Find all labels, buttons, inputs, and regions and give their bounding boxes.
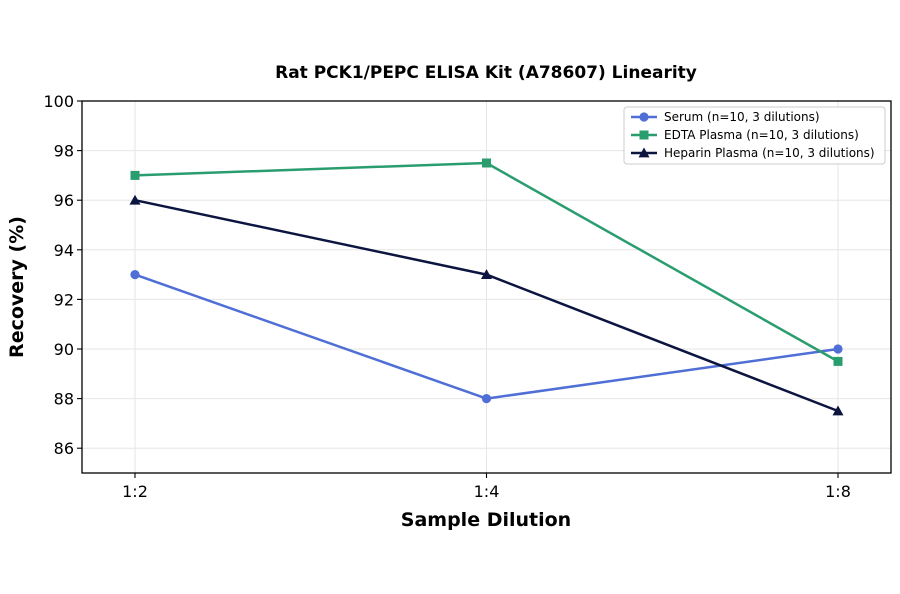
y-tick-label: 90: [54, 340, 74, 359]
y-tick-label: 92: [54, 290, 74, 309]
axis-ticks: 86 88 90 92 94 96 98 100 1:2 1:4 1:8: [43, 92, 850, 501]
legend-label: Serum (n=10, 3 dilutions): [664, 110, 820, 124]
legend-label: EDTA Plasma (n=10, 3 dilutions): [664, 128, 859, 142]
y-tick-label: 96: [54, 191, 74, 210]
data-point: [481, 269, 492, 279]
legend-entry: Serum (n=10, 3 dilutions): [631, 110, 820, 124]
data-point: [832, 405, 844, 416]
legend-label: Heparin Plasma (n=10, 3 dilutions): [664, 146, 875, 160]
y-tick-label: 86: [54, 439, 74, 458]
y-tick-label: 94: [54, 241, 74, 260]
data-point: [130, 270, 140, 280]
data-point: [833, 344, 843, 354]
data-point: [129, 194, 141, 205]
y-tick-label: 100: [43, 92, 74, 111]
legend-marker: [638, 147, 650, 158]
data-point: [481, 394, 492, 404]
x-tick-label: 1:2: [122, 482, 148, 501]
data-point: [833, 356, 843, 366]
x-tick-label: 1:8: [825, 482, 851, 501]
y-tick-label: 88: [54, 390, 74, 409]
legend-marker: [639, 130, 649, 140]
chart-title: Rat PCK1/PEPC ELISA Kit (A78607) Lineari…: [275, 63, 697, 83]
x-axis-label: Sample Dilution: [401, 509, 571, 531]
y-tick-label: 98: [54, 142, 74, 161]
x-tick-label: 1:4: [474, 482, 500, 501]
legend-box: [623, 106, 886, 165]
legend-entry: EDTA Plasma (n=10, 3 dilutions): [631, 128, 859, 142]
y-axis-label: Recovery (%): [6, 216, 28, 358]
data-point: [130, 170, 140, 180]
data-point: [482, 158, 491, 168]
legend: Serum (n=10, 3 dilutions) EDTA Plasma (n=…: [623, 106, 886, 165]
series-1: [130, 158, 843, 366]
legend-marker: [639, 112, 649, 122]
series-layer: [129, 158, 844, 416]
legend-entry: Heparin Plasma (n=10, 3 dilutions): [631, 146, 875, 160]
series-2: [129, 194, 844, 416]
